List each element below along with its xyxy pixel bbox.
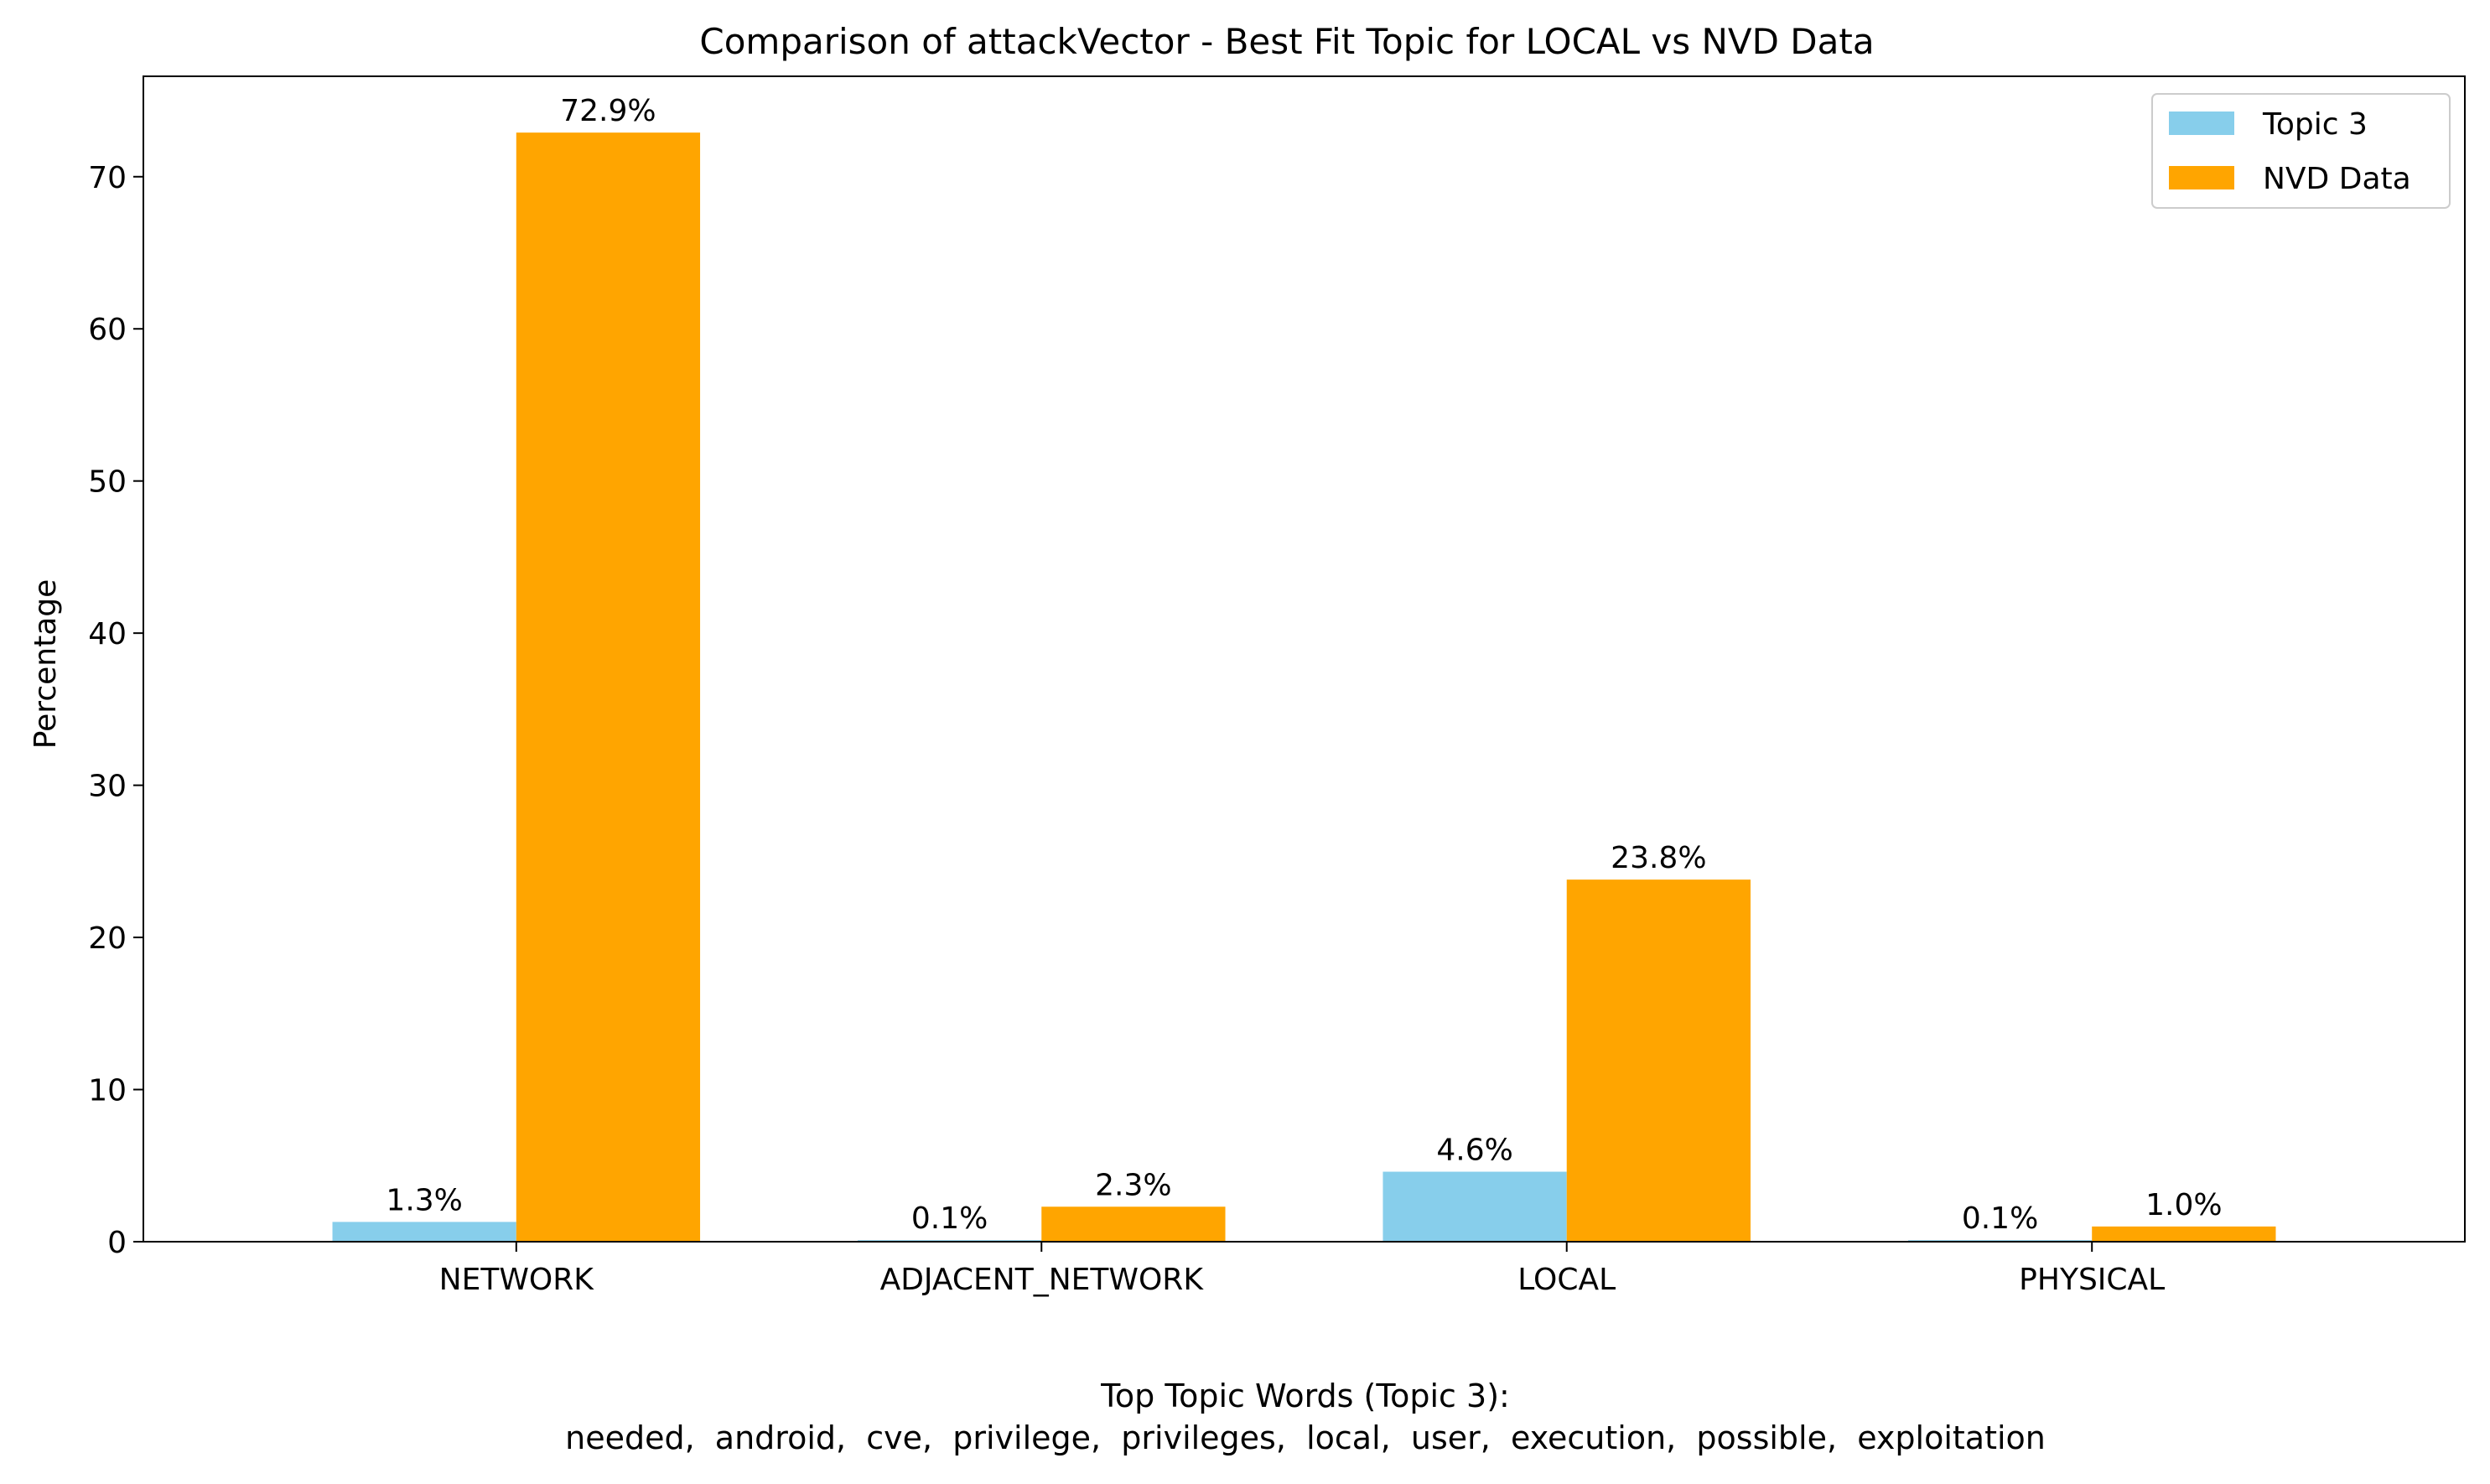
x-tick-label: LOCAL — [1517, 1263, 1616, 1297]
bar-topic-3-local — [1382, 1171, 1567, 1242]
legend-label-topic-3: Topic 3 — [2262, 107, 2368, 142]
legend-swatch-nvd-data — [2169, 166, 2234, 189]
bar-value-label: 2.3% — [1095, 1168, 1171, 1202]
x-tick-label: ADJACENT_NETWORK — [880, 1263, 1205, 1297]
plot-frame — [143, 75, 2466, 1243]
y-tick-label: 30 — [88, 770, 127, 804]
y-axis-ticks: 0 10 20 30 40 50 60 70 — [88, 161, 143, 1260]
footer-topic-words: needed, android, cve, privilege, privile… — [565, 1419, 2046, 1456]
y-tick-label: 50 — [88, 465, 127, 500]
y-tick-label: 0 — [107, 1226, 127, 1260]
legend: Topic 3 NVD Data — [2151, 93, 2451, 209]
bar-nvd-data-physical — [2092, 1226, 2276, 1242]
bar-nvd-data-local — [1566, 880, 1751, 1242]
y-tick-label: 10 — [88, 1074, 127, 1108]
bar-value-label: 72.9% — [560, 94, 656, 128]
y-tick-label: 20 — [88, 921, 127, 956]
x-tick-label: PHYSICAL — [2019, 1263, 2165, 1297]
footer-heading: Top Topic Words (Topic 3): — [1100, 1378, 1510, 1414]
y-axis-label: Percentage — [29, 579, 63, 750]
bars — [332, 132, 2276, 1242]
y-tick-label: 60 — [88, 313, 127, 347]
bar-value-label: 23.8% — [1611, 841, 1706, 875]
legend-swatch-topic-3 — [2169, 112, 2234, 135]
bar-topic-3-network — [332, 1222, 516, 1242]
bar-value-label: 0.1% — [911, 1201, 988, 1236]
bar-value-label: 1.3% — [386, 1183, 462, 1217]
bar-value-label: 1.0% — [2145, 1188, 2222, 1222]
chart-title: Comparison of attackVector - Best Fit To… — [699, 21, 1874, 62]
x-tick-label: NETWORK — [439, 1263, 595, 1297]
bar-value-label: 0.1% — [1962, 1201, 2038, 1236]
y-tick-label: 70 — [88, 161, 127, 195]
bar-value-labels: 1.3% 0.1% 4.6% 0.1% 72.9% 2.3% 23.8% 1.0% — [386, 94, 2222, 1236]
bar-nvd-data-network — [516, 132, 701, 1242]
x-axis-ticks: NETWORK ADJACENT_NETWORK LOCAL PHYSICAL — [439, 1242, 2165, 1297]
legend-label-nvd-data: NVD Data — [2263, 162, 2411, 196]
y-tick-label: 40 — [88, 617, 127, 651]
bar-nvd-data-adjacent_network — [1041, 1206, 1226, 1242]
bar-value-label: 4.6% — [1436, 1134, 1512, 1168]
